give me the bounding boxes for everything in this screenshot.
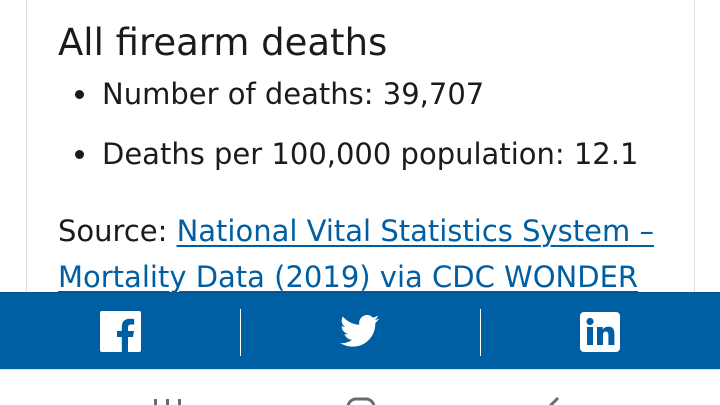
content-card — [26, 0, 695, 300]
stat-death-rate: Deaths per 100,000 population: 12.1 — [102, 137, 639, 171]
facebook-icon — [99, 311, 141, 352]
recent-apps-icon[interactable] — [148, 396, 188, 405]
source-link[interactable]: National Vital Statistics System – Morta… — [58, 214, 654, 294]
share-linkedin-button[interactable] — [480, 293, 720, 370]
list-item: Deaths per 100,000 population: 12.1 — [58, 134, 638, 174]
source-citation: Source: National Vital Statistics System… — [58, 208, 678, 300]
stat-number-of-deaths: Number of deaths: 39,707 — [102, 77, 485, 111]
android-navigation-bar — [0, 369, 720, 405]
home-icon[interactable] — [345, 396, 377, 405]
bullet-icon — [75, 90, 84, 99]
list-item: Number of deaths: 39,707 — [58, 74, 638, 114]
share-facebook-button[interactable] — [0, 293, 240, 370]
share-bar — [0, 292, 720, 370]
share-twitter-button[interactable] — [240, 293, 480, 370]
section-heading: All firearm deaths — [58, 21, 388, 64]
back-icon[interactable] — [540, 396, 566, 405]
linkedin-icon — [580, 311, 620, 352]
bullet-icon — [75, 150, 84, 159]
stats-list: Number of deaths: 39,707 Deaths per 100,… — [58, 74, 638, 174]
source-label: Source: — [58, 214, 177, 248]
twitter-icon — [340, 315, 380, 347]
